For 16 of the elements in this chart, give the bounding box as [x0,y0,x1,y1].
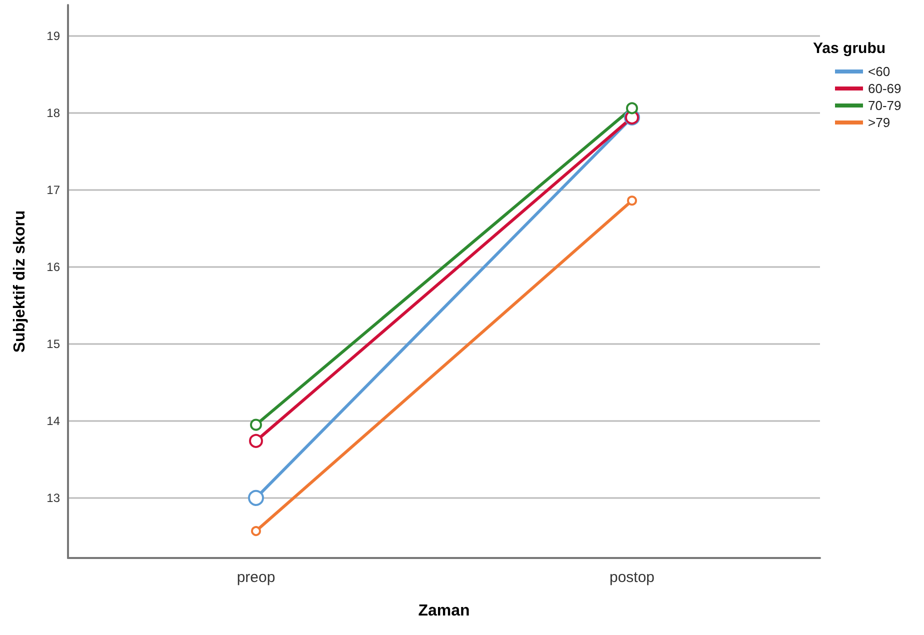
y-axis-title: Subjektif diz skoru [12,210,28,353]
y-tick-label: 16 [46,260,60,274]
legend-title: Yas grubu [813,40,886,57]
y-tick-label: 13 [46,490,60,505]
x-axis-title: Zaman [418,602,470,620]
x-tick-label: preop [236,569,276,586]
y-tick-label: 17 [46,182,60,197]
legend-label: 70-79 [868,98,902,113]
y-tick-label: 19 [46,28,60,43]
y-tick-label: 14 [46,414,60,428]
x-tick-label: postop [609,569,655,586]
legend-label: <60 [868,64,890,79]
legend-label: 60-69 [868,81,902,96]
y-tick-label: 18 [46,106,60,120]
y-tick-label: 15 [46,336,60,351]
legend-label: >79 [868,115,890,130]
